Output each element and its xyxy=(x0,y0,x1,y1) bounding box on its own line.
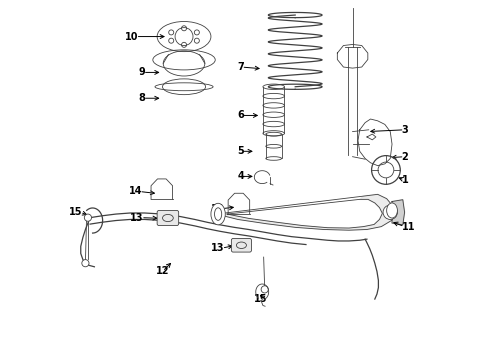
FancyBboxPatch shape xyxy=(231,238,251,252)
Text: 3: 3 xyxy=(402,125,409,135)
Text: 8: 8 xyxy=(139,93,146,103)
Text: 9: 9 xyxy=(139,67,146,77)
Text: 2: 2 xyxy=(402,152,409,162)
Text: 6: 6 xyxy=(238,111,245,121)
Ellipse shape xyxy=(211,203,225,225)
Text: 7: 7 xyxy=(238,62,245,72)
Text: 15: 15 xyxy=(70,207,83,217)
Text: 10: 10 xyxy=(125,32,139,41)
Text: 5: 5 xyxy=(238,146,245,156)
Circle shape xyxy=(84,214,92,221)
Polygon shape xyxy=(358,119,392,166)
Text: 15: 15 xyxy=(254,294,268,304)
Polygon shape xyxy=(337,44,368,68)
FancyBboxPatch shape xyxy=(157,211,179,226)
Ellipse shape xyxy=(387,203,397,218)
Text: 13: 13 xyxy=(211,243,224,253)
Text: 12: 12 xyxy=(156,266,169,276)
Text: 1: 1 xyxy=(402,175,409,185)
Text: 13: 13 xyxy=(130,213,144,222)
Circle shape xyxy=(383,205,397,220)
Circle shape xyxy=(261,286,269,293)
Polygon shape xyxy=(216,194,395,230)
Text: 14: 14 xyxy=(128,186,142,197)
Polygon shape xyxy=(392,200,405,225)
Text: 4: 4 xyxy=(238,171,245,181)
Text: 11: 11 xyxy=(402,222,415,231)
Text: 14: 14 xyxy=(211,204,224,214)
Circle shape xyxy=(82,260,89,267)
